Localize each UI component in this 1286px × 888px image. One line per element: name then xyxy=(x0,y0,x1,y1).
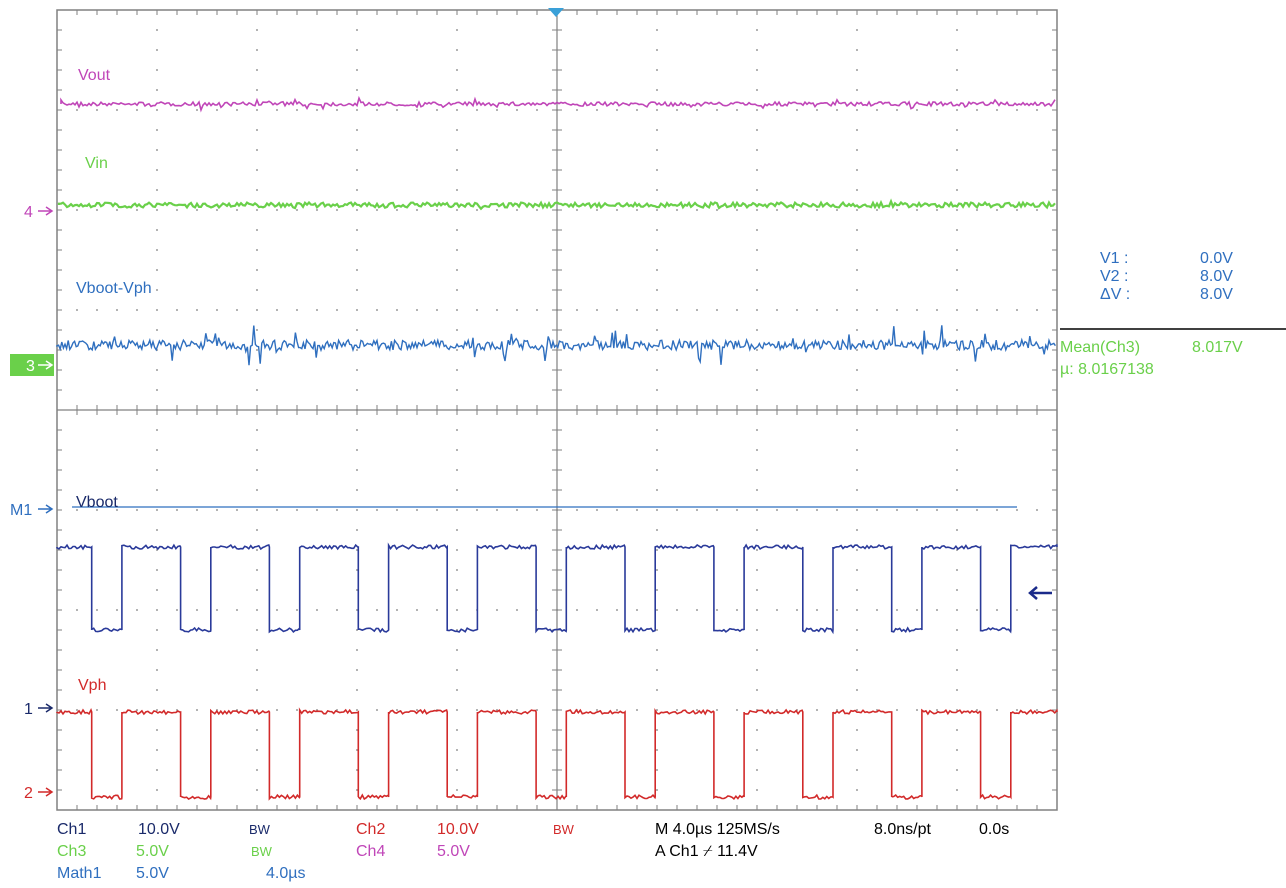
status-bw1: BW xyxy=(249,822,270,837)
trigger-position-marker xyxy=(548,8,564,17)
status-ch1[interactable]: Ch1 xyxy=(57,821,87,838)
ch1-marker[interactable]: 1 xyxy=(24,701,54,718)
status-ch4[interactable]: Ch4 xyxy=(356,843,386,860)
status-ch4-scale: 5.0V xyxy=(437,843,470,860)
graticule-ticks xyxy=(57,10,1057,810)
status-ch3-scale: 5.0V xyxy=(136,843,169,860)
waveform-traces xyxy=(56,95,1058,801)
measurement-name: Mean(Ch3) xyxy=(1060,339,1141,356)
status-ch2[interactable]: Ch2 xyxy=(356,821,386,838)
status-ch2-scale: 10.0V xyxy=(437,821,479,838)
status-delay: 0.0s xyxy=(979,821,1010,838)
status-ch1-scale: 10.0V xyxy=(138,821,180,838)
cursor-v1-value: 0.0V xyxy=(1200,250,1233,267)
cursor-v2-value: 8.0V xyxy=(1200,268,1233,285)
off-screen-arrow-icon xyxy=(1028,586,1052,600)
status-ch3[interactable]: Ch3 xyxy=(57,843,87,860)
status-timebase[interactable]: M 4.0µs 125MS/s xyxy=(655,821,780,838)
svg-text:2: 2 xyxy=(24,785,33,802)
measurement-value: 8.017V xyxy=(1192,339,1243,356)
trace-vboot xyxy=(56,542,1058,635)
svg-text:4: 4 xyxy=(24,204,33,221)
status-math1[interactable]: Math1 xyxy=(57,865,102,882)
math1-marker[interactable]: M1 xyxy=(10,502,54,519)
status-bw2: BW xyxy=(553,822,574,837)
graticule xyxy=(56,9,1058,811)
trace-vph xyxy=(56,707,1058,801)
trace-label-vout: Vout xyxy=(78,67,111,84)
trace-label-vboot: Vboot xyxy=(76,494,118,511)
status-trigger[interactable]: A Ch1 ⌿ 11.4V xyxy=(655,843,758,860)
cursor-v1-label: V1 : xyxy=(1100,250,1129,267)
trace-label-vph: Vph xyxy=(78,677,106,694)
measurement-mu-label: µ: xyxy=(1060,361,1074,378)
svg-text:3: 3 xyxy=(26,358,35,375)
svg-text:1: 1 xyxy=(24,701,33,718)
svg-text:M1: M1 xyxy=(10,502,32,519)
trace-vin xyxy=(57,198,1056,211)
cursor-readout: V1 : 0.0V V2 : 8.0V ΔV : 8.0V xyxy=(1100,250,1233,304)
status-math1-time: 4.0µs xyxy=(266,865,306,882)
trace-label-vboot-vph: Vboot-Vph xyxy=(76,280,152,297)
trace-vout xyxy=(60,95,1056,113)
status-math1-scale: 5.0V xyxy=(136,865,169,882)
trace-label-vin: Vin xyxy=(85,155,108,172)
ch2-marker[interactable]: 2 xyxy=(24,785,54,802)
measurement-readout: Mean(Ch3) 8.017V µ: 8.0167138 xyxy=(1060,337,1243,381)
status-resolution: 8.0ns/pt xyxy=(874,821,931,838)
cursor-dv-label: ΔV : xyxy=(1100,286,1131,303)
measurement-mu-value: 8.0167138 xyxy=(1078,361,1154,378)
cursor-v2-label: V2 : xyxy=(1100,268,1129,285)
ch4-marker[interactable]: 4 xyxy=(24,204,54,221)
ch3-marker[interactable]: 3 xyxy=(10,354,54,376)
status-bw3: BW xyxy=(251,844,272,859)
trace-vboot-vph xyxy=(56,325,1056,366)
cursor-dv-value: 8.0V xyxy=(1200,286,1233,303)
